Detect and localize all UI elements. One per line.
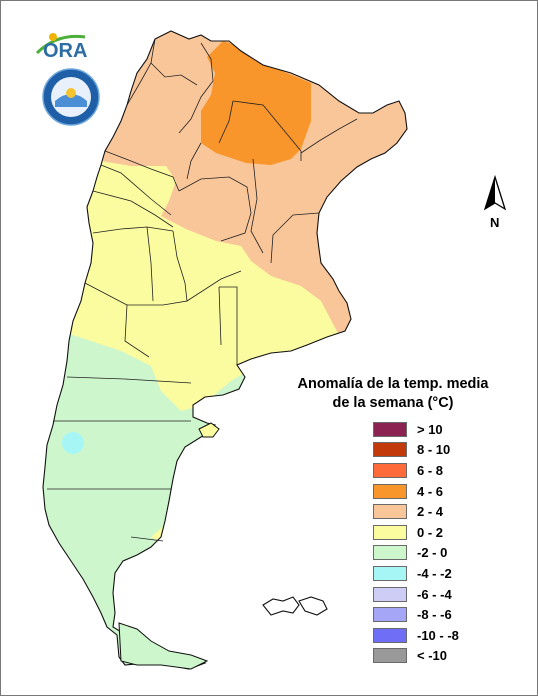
legend-label: -10 - -8 (417, 627, 459, 643)
legend-label: 2 - 4 (417, 504, 444, 520)
legend-swatch (373, 483, 407, 499)
legend-swatch (373, 586, 407, 602)
legend-item: 2 - 4 (373, 501, 513, 522)
legend-label: 8 - 10 (417, 442, 451, 458)
legend-label: < -10 (417, 648, 447, 664)
legend-swatch (373, 565, 407, 581)
legend: > 10 8 - 10 6 - 8 4 - 6 2 - 4 0 - 2 -2 - 0 -4 -… (373, 419, 513, 666)
valdes-peninsula (198, 422, 220, 438)
legend-item: -6 - -4 (373, 584, 513, 605)
zone-4-6 (201, 41, 311, 165)
ora-logo: ORA (35, 33, 87, 62)
legend-item: -2 - 0 (373, 543, 513, 564)
legend-title-line2: de la semana (°C) (332, 395, 454, 411)
legend-item: 0 - 2 (373, 522, 513, 543)
legend-item: 8 - 10 (373, 440, 513, 461)
zone-minus4-minus2 (62, 432, 84, 454)
legend-label: -4 - -2 (417, 565, 452, 581)
legend-swatch (373, 648, 407, 664)
legend-swatch (373, 462, 407, 478)
smn-logo (42, 68, 100, 126)
legend-item: -8 - -6 (373, 604, 513, 625)
legend-swatch (373, 504, 407, 520)
legend-swatch (373, 421, 407, 437)
legend-swatch (373, 442, 407, 458)
legend-item: > 10 (373, 419, 513, 440)
svg-text:ORA: ORA (43, 40, 87, 62)
malvinas-islands (262, 596, 328, 616)
legend-item: 4 - 6 (373, 481, 513, 502)
legend-swatch (373, 524, 407, 540)
legend-swatch (373, 545, 407, 561)
legend-item: < -10 (373, 646, 513, 667)
legend-label: -2 - 0 (417, 545, 448, 561)
province-boundaries (47, 38, 358, 542)
north-arrow: N (483, 174, 507, 230)
legend-title: Anomalía de la temp. media de la semana … (293, 375, 493, 413)
north-label: N (490, 215, 499, 230)
legend-label: 6 - 8 (417, 462, 444, 478)
legend-item: -10 - -8 (373, 625, 513, 646)
legend-label: -6 - -4 (417, 586, 452, 602)
legend-item: -4 - -2 (373, 563, 513, 584)
legend-swatch (373, 607, 407, 623)
legend-label: 4 - 6 (417, 483, 444, 499)
tierra-del-fuego (118, 622, 209, 670)
legend-item: 6 - 8 (373, 460, 513, 481)
legend-label: > 10 (417, 421, 443, 437)
legend-title-line1: Anomalía de la temp. media (297, 376, 489, 392)
legend-label: -8 - -6 (417, 607, 452, 623)
legend-swatch (373, 627, 407, 643)
legend-label: 0 - 2 (417, 524, 444, 540)
